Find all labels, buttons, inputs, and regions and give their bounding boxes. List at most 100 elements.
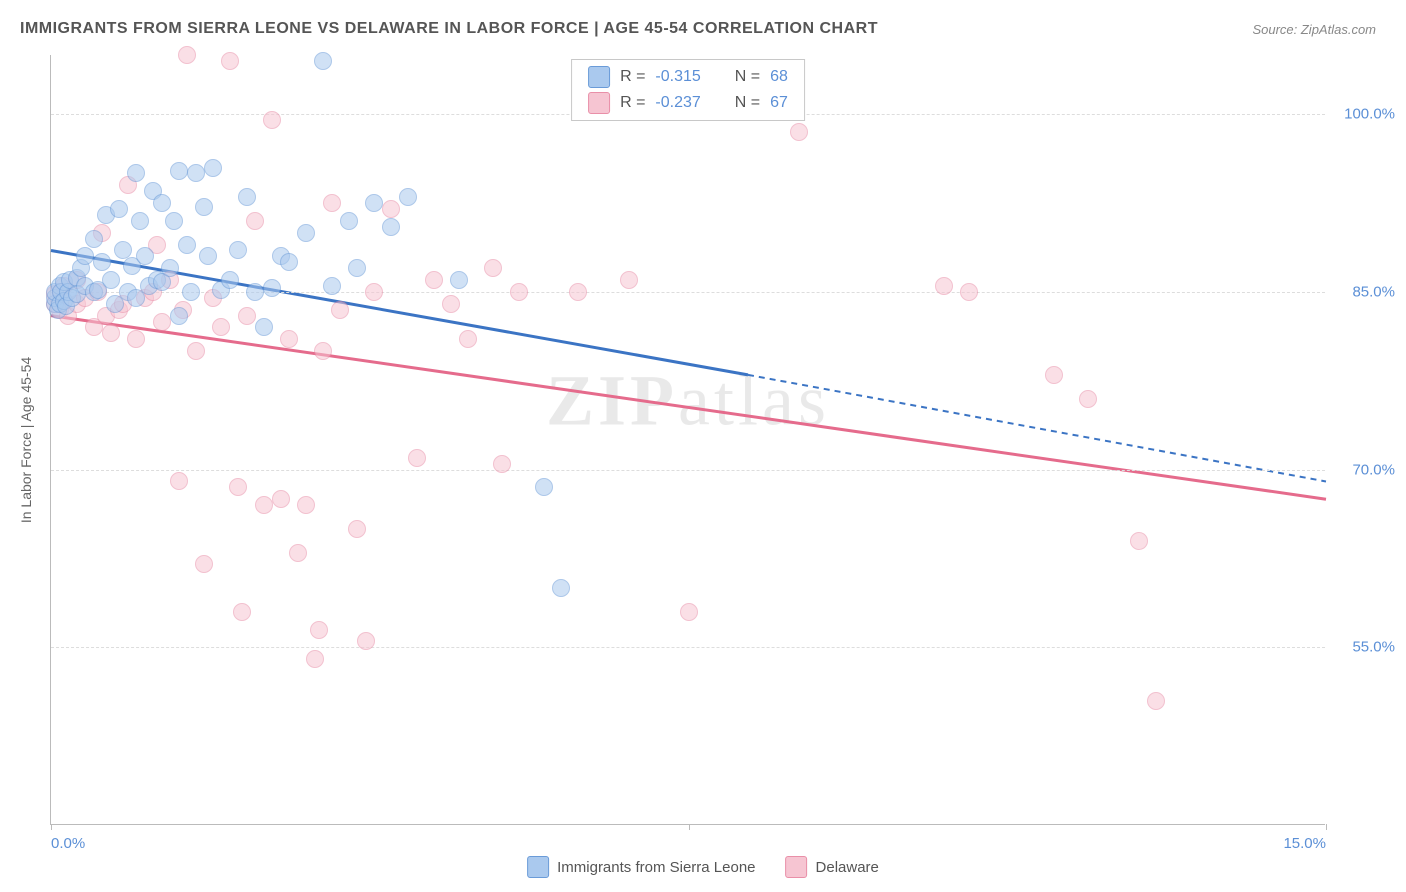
scatter-point <box>161 259 179 277</box>
chart-title: IMMIGRANTS FROM SIERRA LEONE VS DELAWARE… <box>20 20 878 38</box>
scatter-point <box>790 123 808 141</box>
scatter-point <box>297 496 315 514</box>
scatter-point <box>314 52 332 70</box>
scatter-point <box>1079 390 1097 408</box>
scatter-point <box>178 46 196 64</box>
scatter-point <box>170 307 188 325</box>
scatter-point <box>357 632 375 650</box>
scatter-point <box>425 271 443 289</box>
legend-n-value: 67 <box>770 94 788 112</box>
legend-r-label: R = <box>620 68 645 86</box>
gridline <box>51 292 1325 293</box>
scatter-point <box>127 164 145 182</box>
scatter-point <box>620 271 638 289</box>
scatter-point <box>459 330 477 348</box>
x-tick <box>1326 824 1327 830</box>
x-tick <box>51 824 52 830</box>
scatter-point <box>348 520 366 538</box>
scatter-point <box>246 212 264 230</box>
trend-lines <box>51 55 1325 824</box>
scatter-point <box>331 301 349 319</box>
legend-swatch <box>588 66 610 88</box>
correlation-legend: R = -0.315 N = 68 R = -0.237N = 67 <box>571 59 805 121</box>
scatter-point <box>569 283 587 301</box>
scatter-point <box>323 277 341 295</box>
scatter-point <box>297 224 315 242</box>
scatter-point <box>365 283 383 301</box>
scatter-point <box>102 271 120 289</box>
y-tick-label: 100.0% <box>1344 106 1395 123</box>
scatter-point <box>314 342 332 360</box>
scatter-point <box>323 194 341 212</box>
scatter-point <box>178 236 196 254</box>
scatter-plot: ZIPatlas R = -0.315 N = 68 R = -0.237N = 6… <box>50 55 1325 825</box>
legend-r-value: -0.315 <box>655 68 700 86</box>
scatter-point <box>289 544 307 562</box>
scatter-point <box>76 247 94 265</box>
scatter-point <box>153 194 171 212</box>
scatter-point <box>1045 366 1063 384</box>
scatter-point <box>182 283 200 301</box>
scatter-point <box>960 283 978 301</box>
scatter-point <box>310 621 328 639</box>
scatter-point <box>280 330 298 348</box>
scatter-point <box>1130 532 1148 550</box>
scatter-point <box>221 271 239 289</box>
legend-r-label: R = <box>620 94 645 112</box>
y-tick-label: 85.0% <box>1352 283 1395 300</box>
scatter-point <box>348 259 366 277</box>
y-tick-label: 55.0% <box>1352 639 1395 656</box>
source-label: Source: ZipAtlas.com <box>1252 22 1376 37</box>
scatter-point <box>399 188 417 206</box>
scatter-point <box>195 555 213 573</box>
x-tick-label-left: 0.0% <box>51 835 85 852</box>
scatter-point <box>255 496 273 514</box>
scatter-point <box>272 490 290 508</box>
legend-item: Delaware <box>786 856 879 878</box>
scatter-point <box>535 478 553 496</box>
scatter-point <box>935 277 953 295</box>
legend-n-value: 68 <box>770 68 788 86</box>
scatter-point <box>127 330 145 348</box>
scatter-point <box>110 200 128 218</box>
scatter-point <box>306 650 324 668</box>
gridline <box>51 470 1325 471</box>
watermark: ZIPatlas <box>546 360 830 443</box>
scatter-point <box>680 603 698 621</box>
scatter-point <box>552 579 570 597</box>
scatter-point <box>246 283 264 301</box>
scatter-point <box>238 307 256 325</box>
scatter-point <box>442 295 460 313</box>
scatter-point <box>170 162 188 180</box>
gridline <box>51 647 1325 648</box>
scatter-point <box>195 198 213 216</box>
series-legend: Immigrants from Sierra LeoneDelaware <box>527 856 879 878</box>
scatter-point <box>263 111 281 129</box>
scatter-point <box>382 200 400 218</box>
scatter-point <box>153 313 171 331</box>
legend-swatch <box>786 856 808 878</box>
scatter-point <box>187 342 205 360</box>
scatter-point <box>221 52 239 70</box>
scatter-point <box>212 318 230 336</box>
y-axis-label: In Labor Force | Age 45-54 <box>18 357 34 523</box>
scatter-point <box>238 188 256 206</box>
scatter-point <box>510 283 528 301</box>
scatter-point <box>131 212 149 230</box>
scatter-point <box>187 164 205 182</box>
x-tick-label-right: 15.0% <box>1283 835 1326 852</box>
legend-series-name: Delaware <box>816 859 879 876</box>
scatter-point <box>255 318 273 336</box>
legend-n-label: N = <box>735 68 760 86</box>
scatter-point <box>340 212 358 230</box>
legend-row: R = -0.237N = 67 <box>588 92 788 114</box>
scatter-point <box>204 159 222 177</box>
scatter-point <box>229 241 247 259</box>
x-tick <box>689 824 690 830</box>
scatter-point <box>85 230 103 248</box>
scatter-point <box>263 279 281 297</box>
scatter-point <box>280 253 298 271</box>
legend-swatch <box>527 856 549 878</box>
scatter-point <box>136 247 154 265</box>
legend-swatch <box>588 92 610 114</box>
